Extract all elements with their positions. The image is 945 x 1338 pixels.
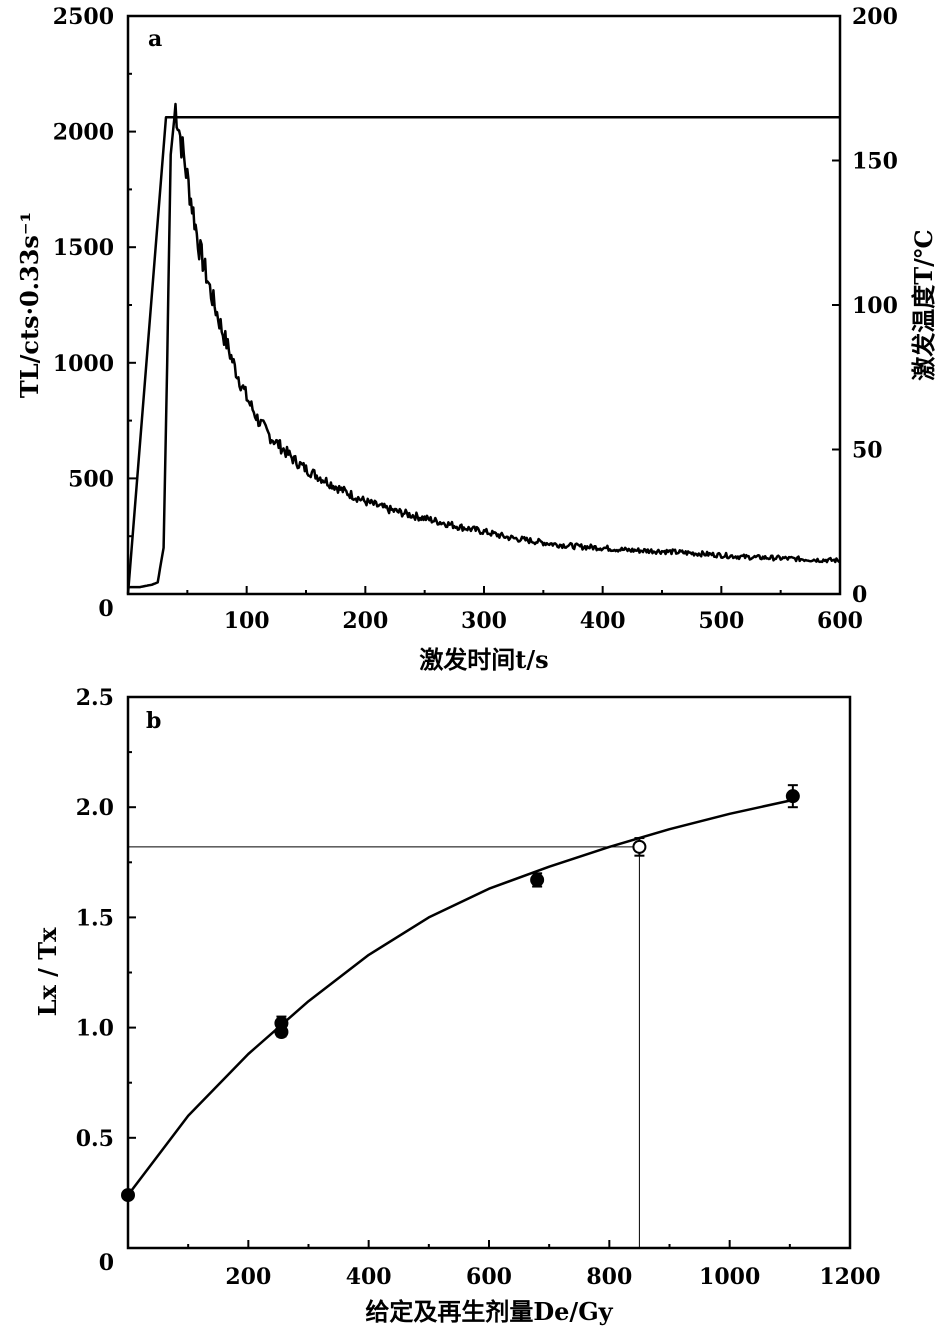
panel-b-x-tick-label: 200 (225, 1264, 271, 1290)
panel-a-y2-tick-label: 0 (852, 582, 867, 608)
panel-b-points (121, 784, 800, 1203)
panel-b-x-tick-label: 800 (586, 1264, 632, 1290)
panel-a-x-tick-label: 600 (817, 608, 863, 634)
data-point-open (632, 839, 647, 854)
panel-a-frame (126, 14, 842, 596)
panel-b-frame (126, 695, 852, 1250)
panel-a-letter: a (148, 26, 162, 52)
panel-b-x-axis-title: 给定及再生剂量De/Gy (365, 1297, 613, 1326)
panel-a-y-tick-label: 1000 (53, 351, 114, 377)
panel-b-reference-lines (128, 846, 640, 1248)
data-point-filled (121, 1188, 135, 1203)
panel-a-y-tick-label: 500 (68, 466, 114, 492)
panel-b-x-tick-label: 1000 (699, 1264, 760, 1290)
panel-a-y2-tick-label: 150 (852, 149, 898, 175)
panel-a-y-axis-title: TL/cts·0.33s⁻¹ (15, 212, 44, 398)
panel-b-ticks: 200 400 600 800 1000 1200 0 0.5 1.0 1.5 2.0 2.5 (76, 685, 881, 1290)
panel-a-y2-tick-label: 100 (852, 293, 898, 319)
panel-a-x-tick-label: 500 (698, 608, 744, 634)
panel-b-x-tick-label: 1200 (819, 1264, 880, 1290)
panel-a-x-tick-label: 100 (224, 608, 270, 634)
panel-b: 200 400 600 800 1000 1200 0 0.5 1.0 1.5 2.0 2.5 b 给… (33, 685, 881, 1326)
panel-a-x-tick-label: 200 (342, 608, 388, 634)
panel-b-y-tick-label: 1.5 (76, 905, 114, 931)
panel-b-fit-curve (127, 799, 791, 1196)
panel-a-x-tick-label: 400 (580, 608, 626, 634)
panel-a-temperature-curve (126, 115, 840, 595)
panel-b-y-tick-label: 2.5 (76, 685, 114, 711)
panel-b-y-axis-title: Lx / Tx (33, 927, 62, 1017)
panel-b-y-tick-label: 2.0 (76, 795, 114, 821)
panel-a-y-tick-label: 2500 (53, 4, 114, 30)
panel-a-origin-label: 0 (98, 596, 113, 622)
panel-a-y2-tick-label: 200 (852, 4, 898, 30)
panel-a-tl-curve (127, 102, 841, 589)
panel-a-y-tick-label: 1500 (53, 235, 114, 261)
panel-b-y-tick-label: 0 (99, 1250, 114, 1276)
panel-a: 100 200 300 400 500 6000500100015002000250005… (15, 4, 938, 674)
panel-a-y2-axis-title: 激发温度T/℃ (909, 229, 938, 380)
panel-b-y-tick-label: 0.5 (76, 1126, 114, 1152)
data-point-filled (785, 789, 800, 804)
data-point-filled (530, 872, 545, 887)
panel-b-x-tick-label: 400 (346, 1264, 392, 1290)
panel-a-ticks: 100 200 300 400 500 6000500100015002000250005… (53, 4, 898, 634)
panel-b-y-tick-label: 1.0 (76, 1016, 114, 1042)
panel-a-y-tick-label: 2000 (53, 120, 114, 146)
panel-b-letter: b (146, 708, 161, 734)
panel-a-y2-tick-label: 50 (852, 438, 883, 464)
data-point-filled (274, 1025, 289, 1040)
panel-b-x-tick-label: 600 (466, 1264, 512, 1290)
panel-a-x-tick-label: 300 (461, 608, 507, 634)
panel-a-x-axis-title: 激发时间t/s (419, 645, 548, 674)
